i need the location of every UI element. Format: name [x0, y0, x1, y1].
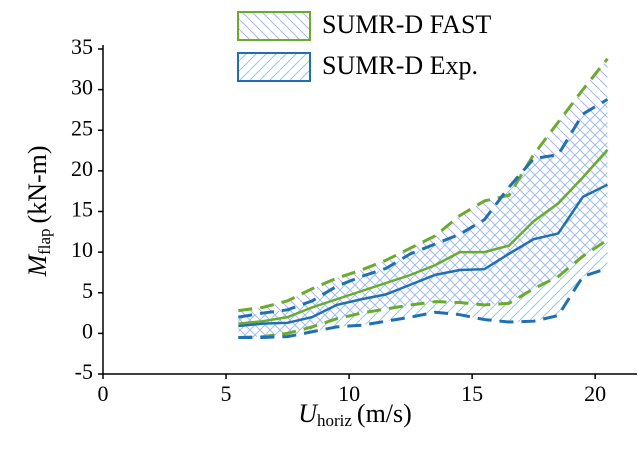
y-tick-label: 25	[71, 115, 93, 140]
band	[238, 99, 608, 338]
x-axis-label: Uhoriz (m/s)	[298, 399, 412, 430]
legend-label: SUMR-D Exp.	[322, 51, 478, 80]
x-tick-label: 0	[98, 381, 109, 406]
mean-line	[238, 183, 609, 328]
y-tick-label: 35	[71, 34, 93, 59]
y-tick-label: 0	[82, 318, 93, 343]
bound-line	[238, 266, 608, 339]
y-tick-label: 30	[71, 75, 93, 100]
bound-line	[238, 98, 609, 319]
x-tick-label: 10	[338, 381, 360, 406]
bound-line	[238, 238, 609, 339]
x-tick-label: 5	[221, 381, 232, 406]
bound-line	[238, 57, 609, 313]
y-tick-label: 5	[82, 278, 93, 303]
x-tick-label: 20	[584, 381, 606, 406]
y-tick-label: -5	[75, 359, 93, 384]
y-tick-label: 20	[71, 156, 93, 181]
y-tick-label: 15	[71, 197, 93, 222]
mean-line	[238, 148, 609, 325]
y-axis-label: Mflap(kN-m)	[23, 145, 54, 277]
legend-swatch	[237, 11, 311, 41]
x-tick-label: 15	[461, 381, 483, 406]
legend-swatch	[237, 52, 311, 82]
y-tick-label: 10	[71, 237, 93, 262]
legend-label: SUMR-D FAST	[322, 10, 491, 39]
